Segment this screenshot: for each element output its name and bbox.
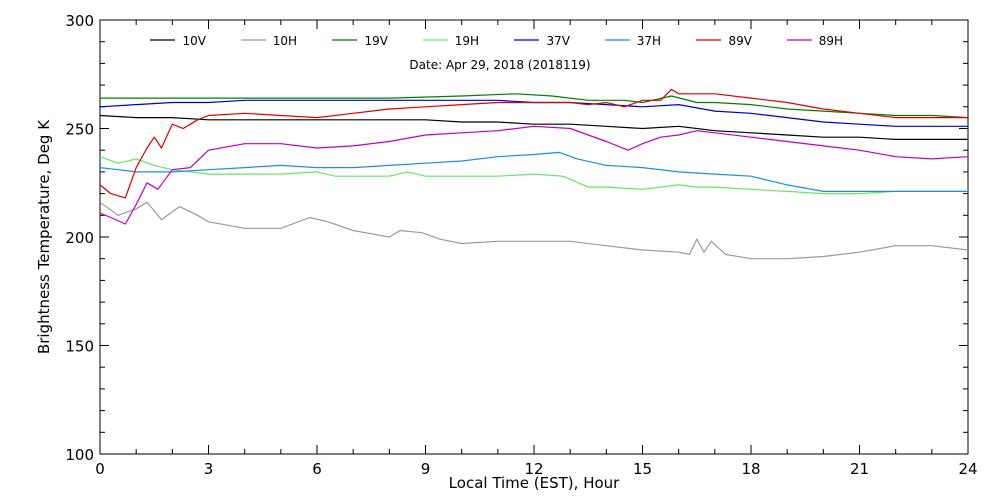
chart-subtitle: Date: Apr 29, 2018 (2018119) bbox=[409, 58, 590, 72]
y-tick-label: 250 bbox=[65, 121, 94, 139]
legend-label-89v: 89V bbox=[729, 34, 753, 48]
legend-label-10v: 10V bbox=[183, 34, 207, 48]
legend-label-89h: 89H bbox=[819, 34, 843, 48]
legend-label-10h: 10H bbox=[273, 34, 297, 48]
x-tick-label: 24 bbox=[958, 460, 977, 478]
series-lines bbox=[99, 88, 969, 260]
plot-frame bbox=[99, 19, 969, 455]
legend-label-19h: 19H bbox=[455, 34, 479, 48]
y-axis-title: Brightness Temperature, Deg K bbox=[35, 119, 53, 354]
y-tick-label: 100 bbox=[65, 446, 94, 464]
legend-label-37v: 37V bbox=[547, 34, 571, 48]
x-tick-label: 6 bbox=[312, 460, 322, 478]
axis-ticks: 0 3 6 9 12 15 18 21 24 100 150 200 250 300 bbox=[65, 12, 977, 478]
x-tick-label: 12 bbox=[524, 460, 543, 478]
y-tick-label: 200 bbox=[65, 229, 94, 247]
series-line-89v bbox=[99, 88, 968, 199]
series-line-10v bbox=[99, 114, 968, 140]
x-tick-label: 18 bbox=[741, 460, 760, 478]
series-line-37h bbox=[99, 151, 968, 192]
x-tick-label: 3 bbox=[204, 460, 214, 478]
y-tick-label: 150 bbox=[65, 338, 94, 356]
y-tick-label: 300 bbox=[65, 12, 94, 30]
x-tick-label: 9 bbox=[421, 460, 431, 478]
series-line-89h bbox=[99, 125, 969, 225]
series-line-10h bbox=[99, 201, 969, 260]
legend: 10V 10H 19V 19H 37V 37H 89V 89H bbox=[150, 34, 843, 48]
x-axis-title: Local Time (EST), Hour bbox=[449, 474, 620, 492]
legend-label-19v: 19V bbox=[365, 34, 389, 48]
x-tick-label: 0 bbox=[95, 460, 105, 478]
series-line-19v bbox=[100, 93, 969, 119]
x-tick-label: 15 bbox=[633, 460, 652, 478]
series-line-19h bbox=[99, 156, 968, 195]
x-tick-label: 21 bbox=[850, 460, 869, 478]
series-line-37v bbox=[99, 99, 968, 127]
legend-label-37h: 37H bbox=[637, 34, 661, 48]
